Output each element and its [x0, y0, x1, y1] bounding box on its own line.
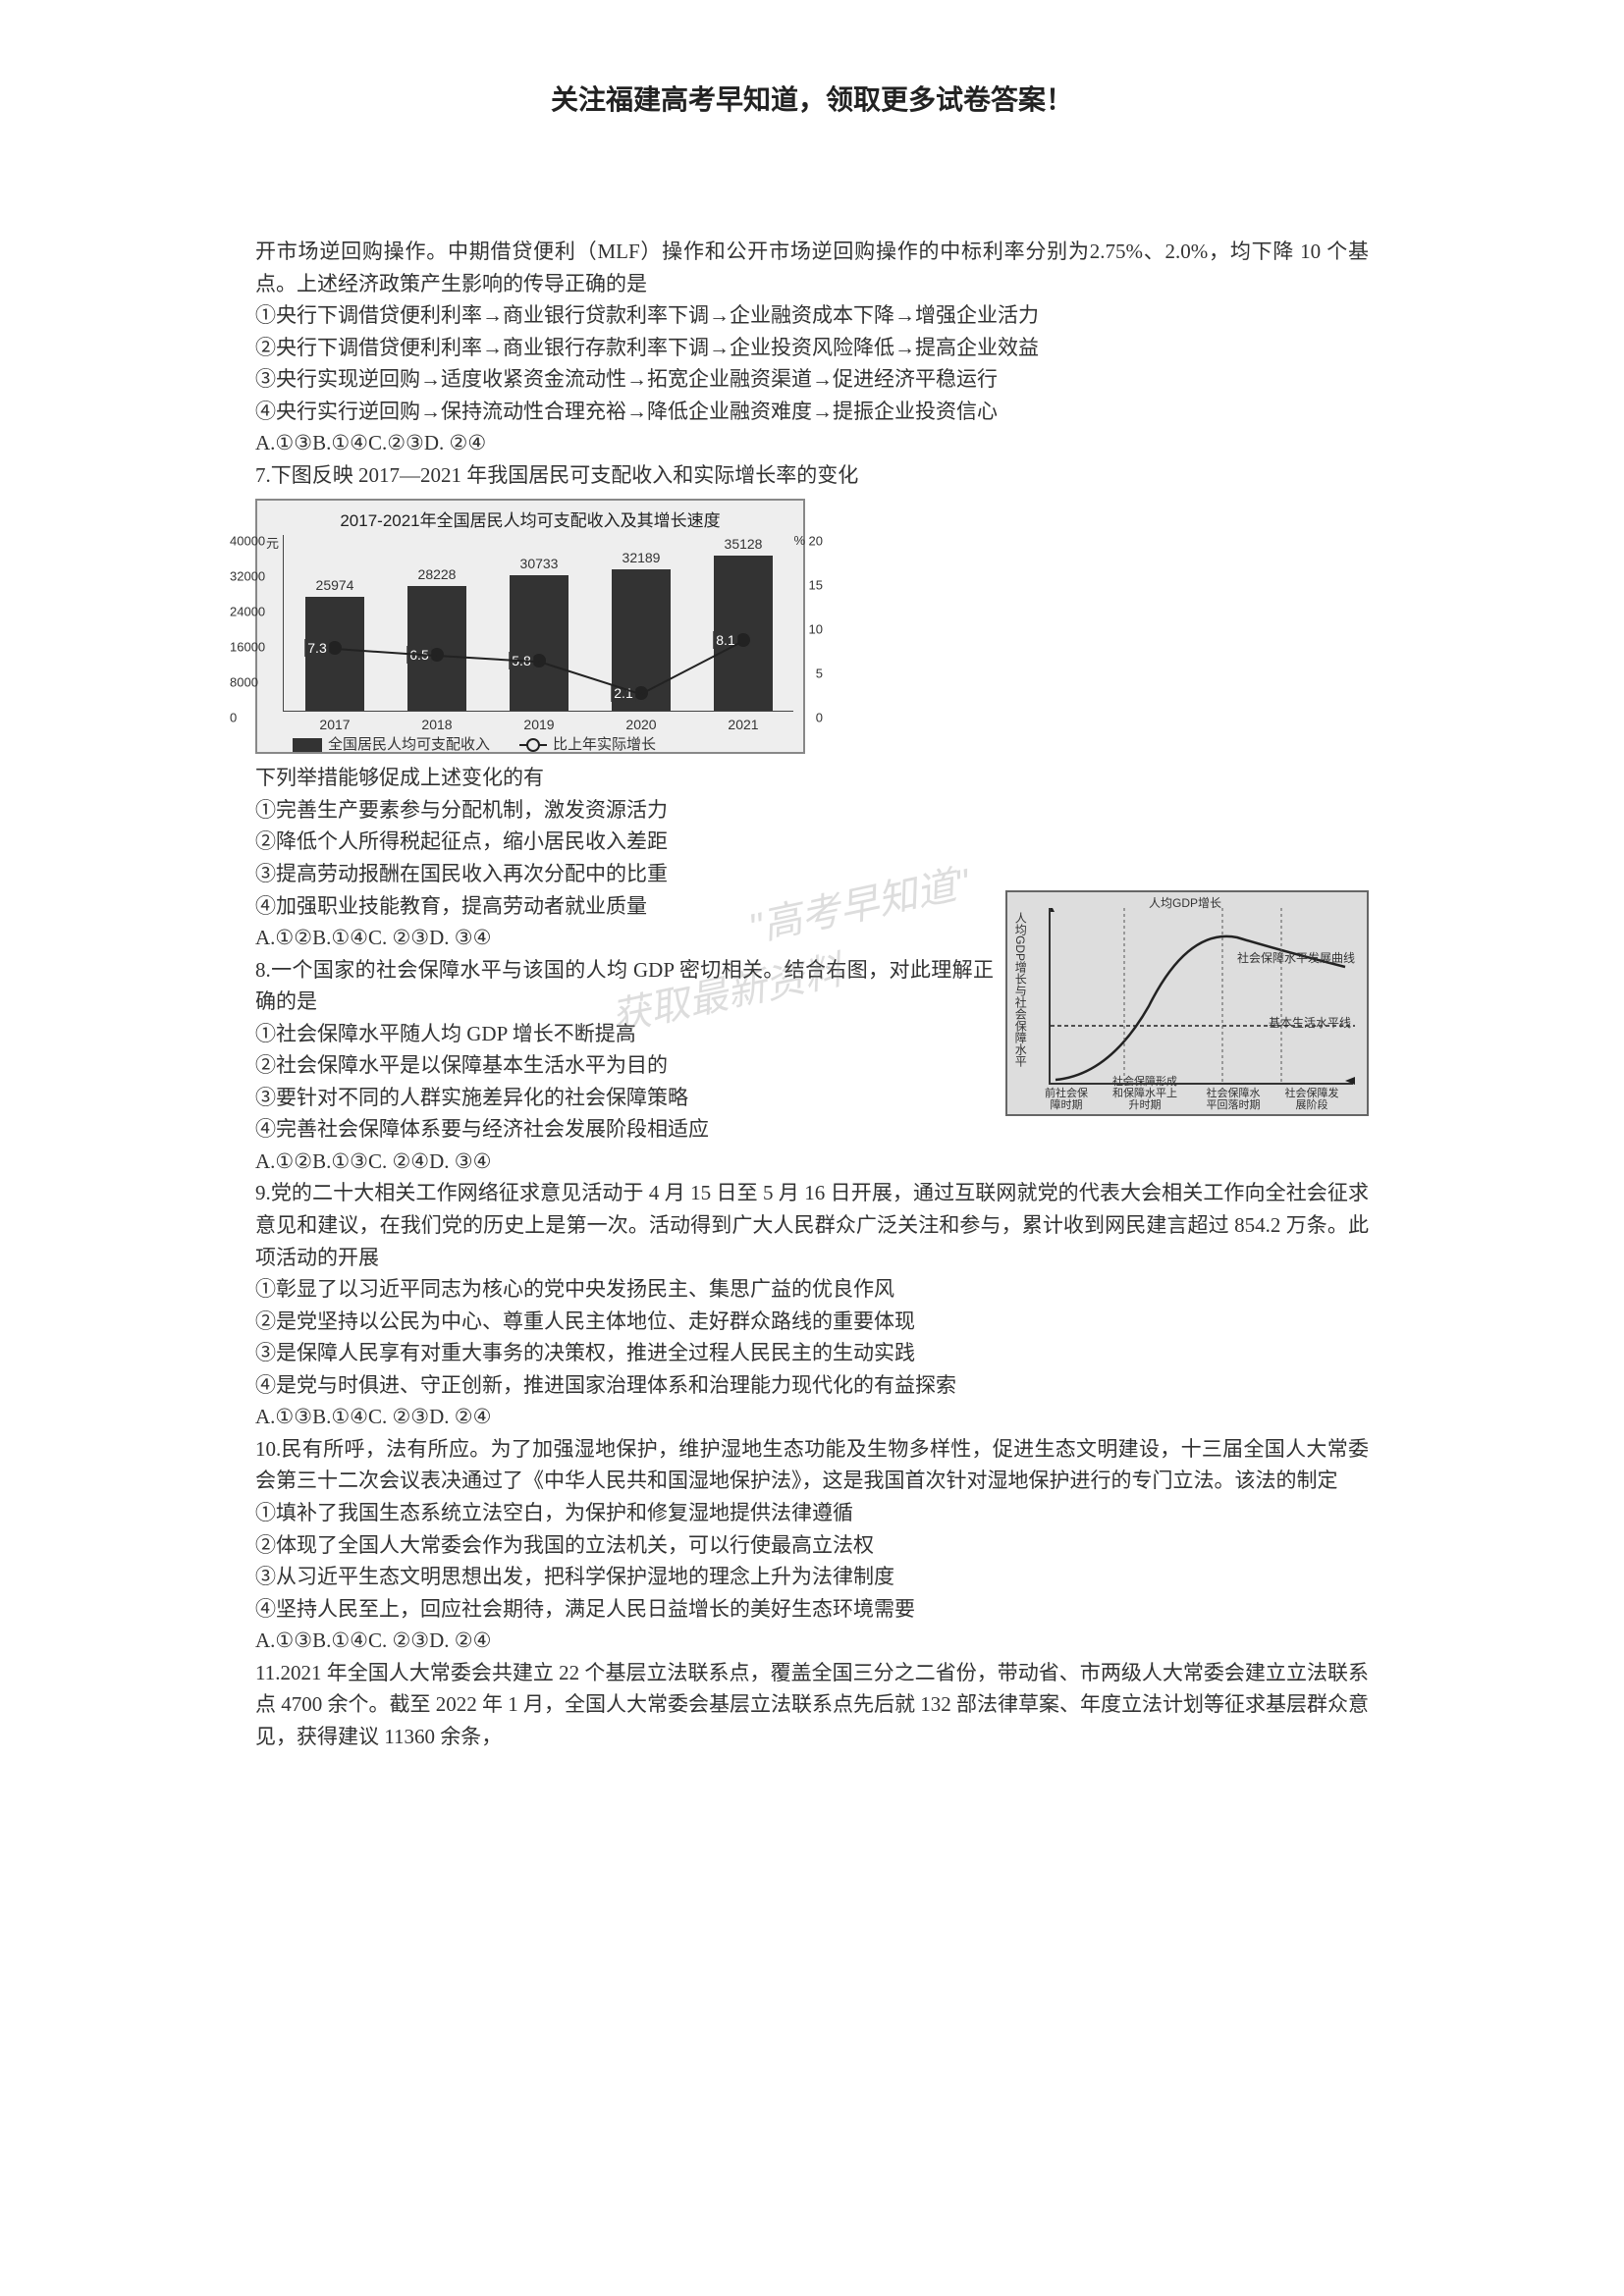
y-right-tick: 10: [809, 622, 823, 637]
q8-opt2: ②社会保障水平是以保障基本生活水平为目的: [255, 1049, 994, 1082]
y-left-tick: 24000: [230, 605, 265, 619]
y-right-tick: 20: [809, 534, 823, 549]
bar-value: 35128: [714, 536, 773, 552]
social-security-curve-chart: 人均GDP增长与社会保障水平 社会保障水平发展曲线 基本生活水平线 人均GDP增…: [1005, 890, 1369, 1116]
q8-intro: 8.一个国家的社会保障水平与该国的人均 GDP 密切相关。结合右图，对此理解正确…: [255, 954, 994, 1018]
y-right-tick: 0: [816, 711, 823, 725]
q9-opt1: ①彰显了以习近平同志为核心的党中央发扬民主、集思广益的优良作风: [255, 1273, 1369, 1306]
bar-value: 32189: [612, 550, 671, 565]
q8-opt4: ④完善社会保障体系要与经济社会发展阶段相适应: [255, 1113, 994, 1146]
q6-opt1: ①央行下调借贷便利利率→商业银行贷款利率下调→企业融资成本下降→增强企业活力: [255, 299, 1369, 332]
q6-opt3: ③央行实现逆回购→适度收紧资金流动性→拓宽企业融资渠道→促进经济平稳运行: [255, 363, 1369, 396]
q9-opt4: ④是党与时俱进、守正创新，推进国家治理体系和治理能力现代化的有益探索: [255, 1369, 1369, 1402]
y-right-tick: 15: [809, 578, 823, 593]
q9-choices: A.①③B.①④C. ②③D. ②④: [255, 1401, 1369, 1433]
curve-phase4: 社会保障发展阶段: [1282, 1088, 1341, 1111]
q11-intro: 11.2021 年全国人大常委会共建立 22 个基层立法联系点，覆盖全国三分之二…: [255, 1657, 1369, 1753]
q7-title: 7.下图反映 2017—2021 年我国居民可支配收入和实际增长率的变化: [255, 459, 1369, 492]
chart-title: 2017-2021年全国居民人均可支配收入及其增长速度: [263, 507, 797, 531]
curve-phase3: 社会保障水平回落时期: [1204, 1088, 1263, 1111]
q7-opt4: ④加强职业技能教育，提高劳动者就业质量: [255, 890, 994, 923]
q10-intro: 10.民有所呼，法有所应。为了加强湿地保护，维护湿地生态功能及生物多样性，促进生…: [255, 1433, 1369, 1497]
curve-phase2: 社会保障形成和保障水平上升时期: [1110, 1076, 1179, 1111]
curve-annot-base: 基本生活水平线: [1269, 1014, 1351, 1031]
page-title: 关注福建高考早知道，领取更多试卷答案！: [255, 79, 1369, 118]
y-left-tick: 40000: [230, 534, 265, 549]
bar-value: 25974: [305, 577, 364, 593]
q8-opt3: ③要针对不同的人群实施差异化的社会保障策略: [255, 1082, 994, 1114]
q7-after: 下列举措能够促成上述变化的有: [255, 762, 1369, 794]
bar-value: 30733: [510, 556, 568, 571]
bar: 30733: [510, 575, 568, 711]
q7-opt1: ①完善生产要素参与分配机制，激发资源活力: [255, 794, 1369, 827]
q9-intro: 9.党的二十大相关工作网络征求意见活动于 4 月 15 日至 5 月 16 日开…: [255, 1177, 1369, 1273]
x-tick: 2017: [319, 717, 350, 732]
q6-choices: A.①③B.①④C.②③D. ②④: [255, 427, 1369, 459]
q10-opt3: ③从习近平生态文明思想出发，把科学保护湿地的理念上升为法律制度: [255, 1561, 1369, 1593]
x-tick: 2021: [728, 717, 758, 732]
q8-opt1: ①社会保障水平随人均 GDP 增长不断提高: [255, 1018, 994, 1050]
income-bar-chart: 2017-2021年全国居民人均可支配收入及其增长速度 元 % 40000320…: [255, 499, 805, 754]
q6-opt2: ②央行下调借贷便利利率→商业银行存款利率下调→企业投资风险降低→提高企业效益: [255, 332, 1369, 364]
y-left-unit: 元: [266, 533, 279, 552]
bar-chart-area: 元 % 400003200024000160008000020151050259…: [283, 535, 793, 712]
y-right-unit: %: [793, 533, 805, 548]
x-tick: 2019: [523, 717, 554, 732]
chart-legend: 全国居民人均可支配收入 比上年实际增长: [293, 733, 797, 754]
curve-x-axis-label: 人均GDP增长: [1149, 894, 1221, 911]
q6-opt4: ④央行实行逆回购→保持流动性合理充裕→降低企业融资难度→提振企业投资信心: [255, 396, 1369, 428]
q7-opt2: ②降低个人所得税起征点，缩小居民收入差距: [255, 826, 1369, 858]
legend-bar-label: 全国居民人均可支配收入: [328, 736, 490, 753]
x-tick: 2018: [421, 717, 452, 732]
q10-choices: A.①③B.①④C. ②③D. ②④: [255, 1625, 1369, 1657]
rate-label: 7.3: [304, 639, 329, 657]
q10-opt4: ④坚持人民至上，回应社会期待，满足人民日益增长的美好生态环境需要: [255, 1593, 1369, 1626]
curve-svg: [1051, 908, 1355, 1085]
y-left-tick: 16000: [230, 640, 265, 655]
curve-y-label: 人均GDP增长与社会保障水平: [1013, 912, 1026, 1067]
y-left-tick: 8000: [230, 675, 258, 690]
q9-opt3: ③是保障人民享有对重大事务的决策权，推进全过程人民民主的生动实践: [255, 1337, 1369, 1369]
y-left-tick: 0: [230, 711, 237, 725]
q7-opt3: ③提高劳动报酬在国民收入再次分配中的比重: [255, 858, 1369, 890]
exam-page: 关注福建高考早知道，领取更多试卷答案！ 开市场逆回购操作。中期借贷便利（MLF）…: [0, 0, 1624, 2296]
y-right-tick: 5: [816, 667, 823, 681]
legend-line-icon: [519, 744, 547, 746]
curve-axes: 社会保障水平发展曲线 基本生活水平线 人均GDP增长: [1049, 908, 1353, 1085]
q9-opt2: ②是党坚持以公民为中心、尊重人民主体地位、走好群众路线的重要体现: [255, 1306, 1369, 1338]
curve-annot-main: 社会保障水平发展曲线: [1237, 949, 1355, 966]
q7-choices: A.①②B.①④C. ②③D. ③④: [255, 922, 994, 954]
q10-opt1: ①填补了我国生态系统立法空白，为保护和修复湿地提供法律遵循: [255, 1497, 1369, 1529]
x-tick: 2020: [625, 717, 656, 732]
q8-choices: A.①②B.①③C. ②④D. ③④: [255, 1146, 994, 1178]
q10-opt2: ②体现了全国人大常委会作为我国的立法机关，可以行使最高立法权: [255, 1529, 1369, 1562]
curve-phase1: 前社会保障时期: [1042, 1088, 1091, 1111]
legend-bar-icon: [293, 738, 322, 752]
bar-value: 28228: [407, 566, 466, 582]
q8-section: ④加强职业技能教育，提高劳动者就业质量 A.①②B.①④C. ②③D. ③④ 8…: [255, 890, 1369, 1178]
legend-line-label: 比上年实际增长: [553, 736, 656, 753]
q6-intro: 开市场逆回购操作。中期借贷便利（MLF）操作和公开市场逆回购操作的中标利率分别为…: [255, 236, 1369, 299]
y-left-tick: 32000: [230, 569, 265, 584]
